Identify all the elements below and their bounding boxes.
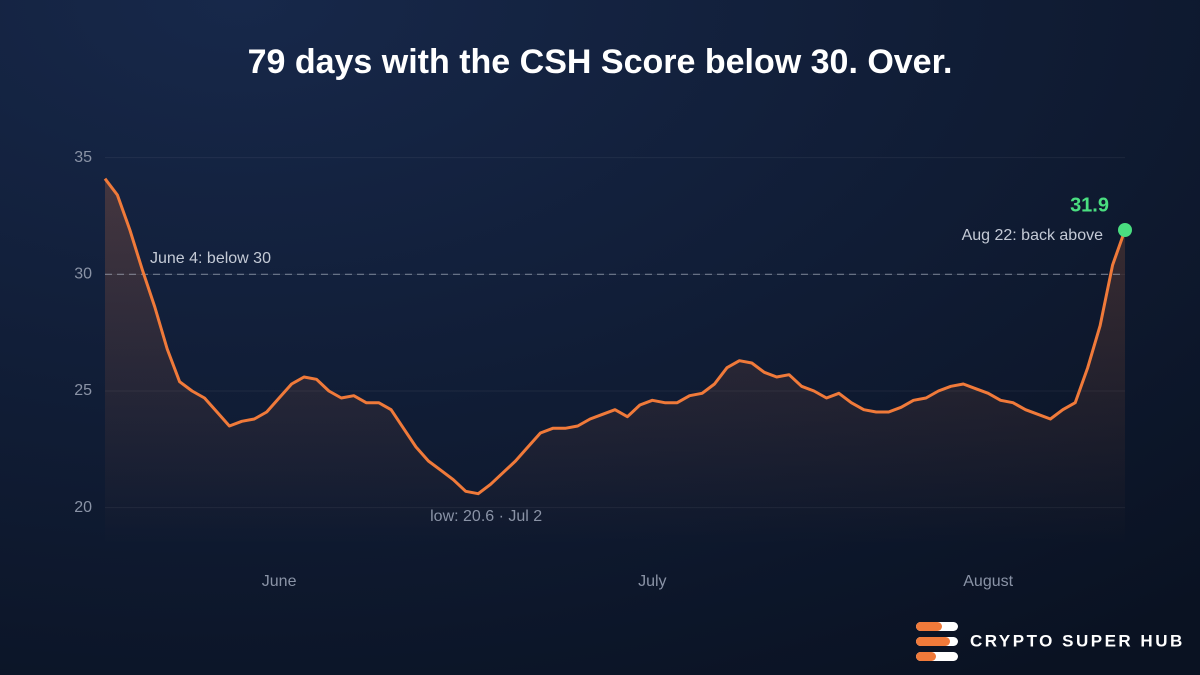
- area-fill: [105, 178, 1125, 545]
- annotation: Aug 22: back above: [962, 227, 1104, 244]
- brand-logo: [916, 622, 958, 661]
- x-tick-label: July: [638, 573, 666, 590]
- x-tick-label: June: [262, 573, 297, 590]
- line: [103, 177, 1127, 496]
- y-tick-label: 20: [74, 499, 92, 516]
- x-tick-label: August: [963, 573, 1013, 590]
- y-tick-label: 30: [74, 266, 92, 283]
- annotation: low: 20.6 · Jul 2: [430, 508, 542, 525]
- end-value-label: 31.9: [1070, 194, 1109, 216]
- brand-name: CRYPTO SUPER HUB: [970, 631, 1185, 650]
- annotation: June 4: below 30: [150, 250, 271, 267]
- y-tick-label: 25: [74, 382, 92, 399]
- chart-title: 79 days with the CSH Score below 30. Ove…: [248, 43, 953, 81]
- end-point: [1118, 223, 1132, 237]
- y-tick-label: 35: [74, 149, 92, 166]
